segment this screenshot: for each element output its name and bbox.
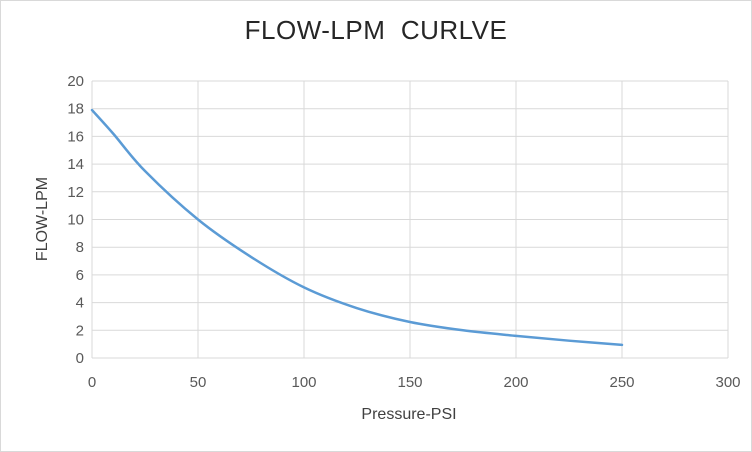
y-tick-label: 20 — [67, 73, 84, 90]
x-tick-label: 0 — [88, 374, 96, 391]
x-tick-label: 250 — [609, 374, 634, 391]
gridlines — [91, 80, 729, 359]
y-tick-label: 2 — [76, 322, 84, 339]
y-tick-label: 8 — [76, 239, 84, 256]
x-axis-title: Pressure-PSI — [361, 406, 456, 423]
x-tick-label: 100 — [291, 374, 316, 391]
x-tick-label: 200 — [503, 374, 528, 391]
y-tick-label: 12 — [67, 184, 84, 201]
y-tick-label: 14 — [67, 156, 84, 173]
x-tick-label: 150 — [397, 374, 422, 391]
y-tick-label: 18 — [67, 101, 84, 118]
y-axis-title: FLOW-LPM — [34, 177, 51, 261]
series-line — [90, 108, 624, 347]
y-tick-label: 0 — [76, 350, 84, 367]
chart-title: FLOW-LPM CURLVE — [244, 15, 508, 45]
x-tick-label: 50 — [190, 374, 207, 391]
y-tick-label: 10 — [67, 212, 84, 229]
x-tick-label: 300 — [715, 374, 740, 391]
y-tick-label: 16 — [67, 128, 84, 145]
y-tick-label: 4 — [76, 295, 84, 312]
series-layer — [90, 108, 624, 347]
y-tick-label: 6 — [76, 267, 84, 284]
